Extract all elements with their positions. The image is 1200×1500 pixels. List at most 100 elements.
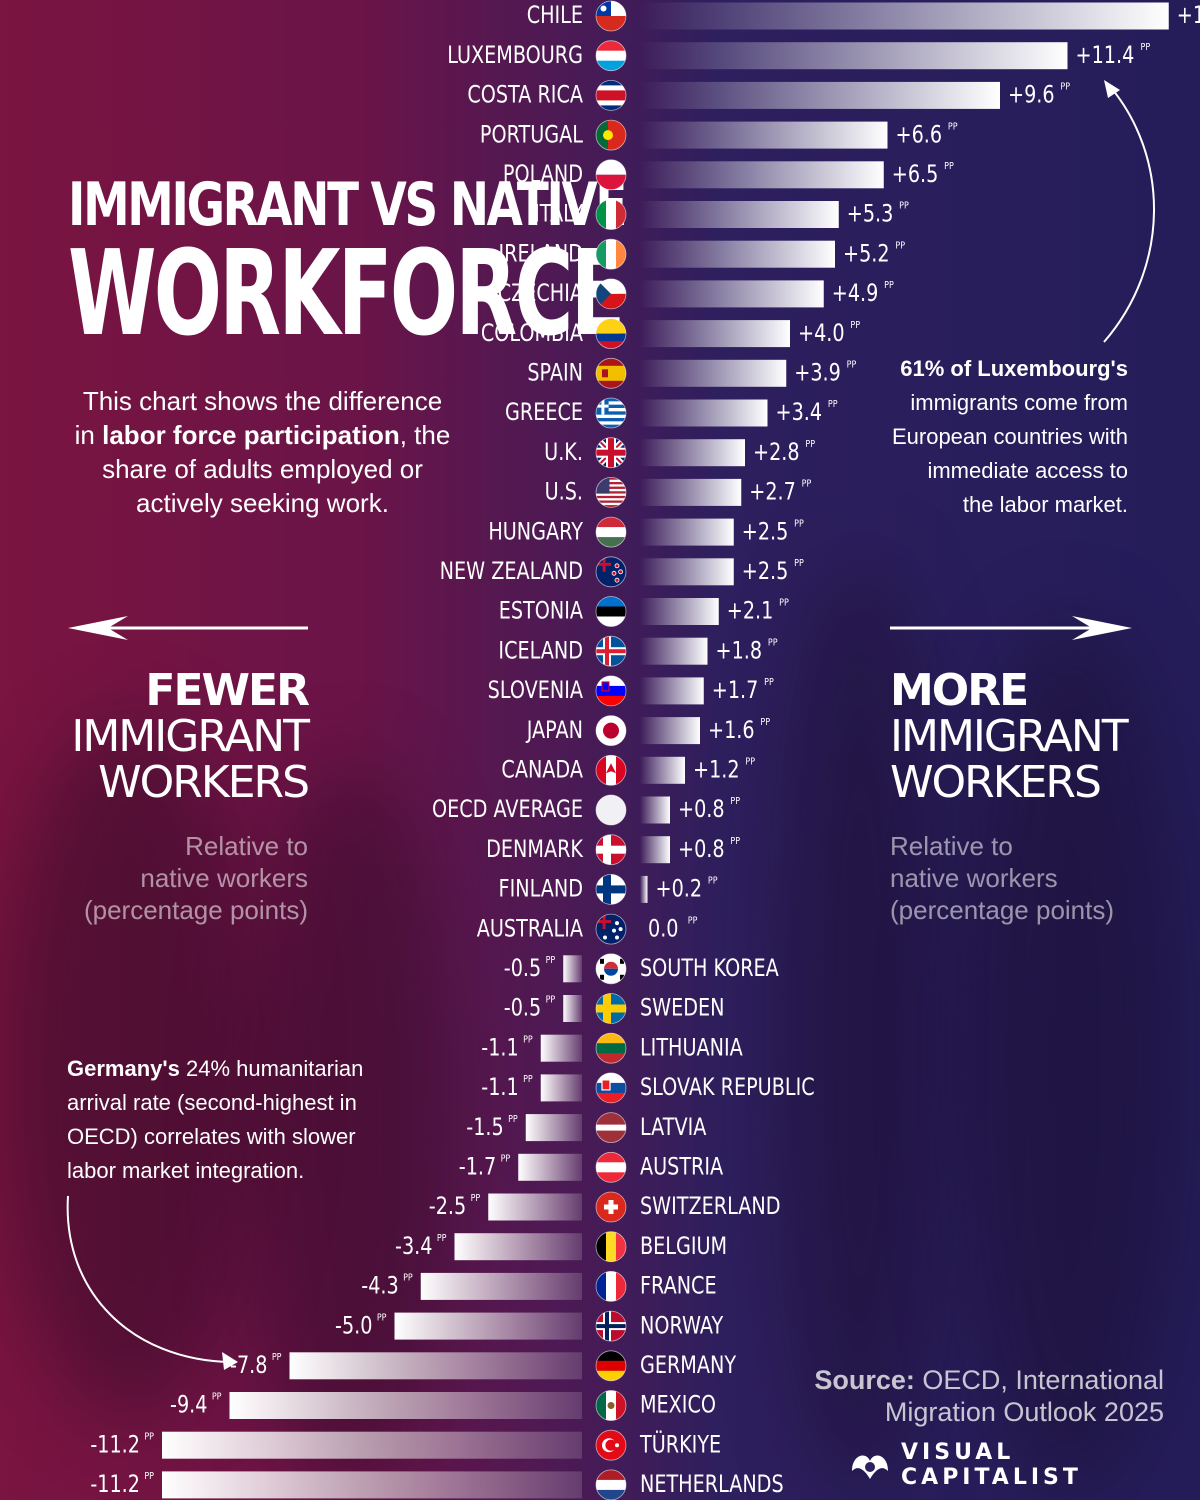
row-belgium: -3.4 PP BELGIUM [395, 1231, 727, 1263]
row-czechia: +4.9 PP CZECHIA [498, 278, 894, 310]
row-slovenia: +1.7 PP SLOVENIA [488, 675, 774, 707]
country-label-hungary: HUNGARY [488, 518, 583, 546]
value-label-netherlands: -11.2 [90, 1471, 140, 1499]
left-sub-1: Relative to [185, 831, 308, 861]
value-label-south-korea: -0.5 [504, 955, 541, 983]
left-head-2: WORKERS [98, 757, 310, 808]
row-t-rkiye: -11.2 PP TÜRKIYE [90, 1429, 721, 1461]
intro-before: This chart shows the difference in [74, 386, 443, 450]
country-label-iceland: ICELAND [498, 637, 583, 665]
flag-netherlands-icon [595, 1469, 627, 1500]
flag-germany-icon [595, 1350, 627, 1382]
value-label-slovak-republic: -1.1 [481, 1074, 518, 1102]
country-label-netherlands: NETHERLANDS [640, 1471, 784, 1499]
country-label-sweden: SWEDEN [640, 995, 725, 1023]
value-label-canada: +1.2 [693, 756, 740, 784]
row-mexico: -9.4 PP MEXICO [170, 1390, 716, 1421]
value-label-japan: +1.6 [708, 717, 755, 745]
bar-mexico [229, 1392, 582, 1419]
flag-portugal-icon [595, 119, 627, 151]
country-label-denmark: DENMARK [486, 836, 584, 864]
country-label-greece: GREECE [505, 399, 583, 427]
ger-anno-bold: Germany's [67, 1056, 180, 1081]
flag-norway-icon [595, 1310, 627, 1342]
value-label-poland: +6.5 [892, 161, 939, 189]
value-label-new-zealand: +2.5 [742, 558, 789, 586]
unit-czechia: PP [884, 280, 894, 291]
unit-slovenia: PP [764, 677, 774, 688]
unit-colombia: PP [850, 320, 860, 331]
row-norway: -5.0 PP NORWAY [335, 1310, 724, 1342]
lux-anno-line5: the labor market. [962, 492, 1128, 517]
row-poland: +6.5 PP POLAND [503, 159, 954, 191]
bar-colombia [640, 320, 790, 348]
unit-new-zealand: PP [794, 558, 804, 569]
row-france: -4.3 PP FRANCE [361, 1271, 717, 1302]
source-text: OECD, International [922, 1365, 1164, 1395]
bar-estonia [640, 598, 719, 625]
row-finland: +0.2 PP FINLAND [499, 874, 718, 905]
row-japan: +1.6 PP JAPAN [525, 715, 771, 746]
flag-italy-icon [595, 199, 627, 230]
unit-hungary: PP [794, 519, 804, 530]
unit-t-rkiye: PP [144, 1432, 154, 1443]
row-u-k: +2.8 PP U.K. [544, 437, 816, 469]
right-head-1: IMMIGRANT [890, 711, 1129, 762]
bar-new-zealand [640, 558, 734, 586]
flag-finland-icon [595, 874, 627, 905]
unit-slovak-republic: PP [523, 1074, 533, 1085]
bar-greece [640, 399, 768, 427]
bars-group: +14.1PPCHILE+11.4PPLUXEMBOURG+9.6PPCOSTA… [90, 0, 1200, 1500]
flag-luxembourg-icon [595, 40, 627, 72]
bar-costa-rica [640, 81, 1000, 109]
right-arrow-icon [890, 616, 1132, 640]
value-label-sweden: -0.5 [504, 995, 541, 1023]
value-label-estonia: +2.1 [727, 598, 774, 626]
flag-ireland-icon [595, 238, 627, 270]
flag-australia-icon [595, 913, 627, 945]
value-label-finland: +0.2 [656, 876, 703, 904]
source-label: Source: [814, 1365, 915, 1395]
bar-sweden [563, 995, 582, 1022]
bar-oecd-average [640, 796, 670, 824]
value-label-latvia: -1.5 [466, 1114, 503, 1142]
flag-lithuania-icon [595, 1032, 627, 1064]
value-label-u-s: +2.7 [749, 479, 796, 507]
unit-mexico: PP [212, 1392, 222, 1403]
bar-japan [640, 717, 700, 745]
luxembourg-pointer-arrow-icon [1103, 80, 1155, 343]
row-lithuania: -1.1 PP LITHUANIA [481, 1032, 743, 1064]
unit-japan: PP [760, 717, 770, 728]
unit-australia: PP [688, 916, 698, 927]
lux-anno-line3: European countries with [891, 424, 1128, 449]
intro-after: , the share of adults employed or active… [102, 420, 451, 518]
left-head-bold: FEWER [145, 665, 310, 716]
unit-oecd-average: PP [730, 796, 740, 807]
row-australia: 0.0 PP AUSTRALIA [477, 913, 698, 945]
bar-france [420, 1272, 582, 1300]
row-colombia: +4.0 PP COLOMBIA [481, 318, 861, 350]
flag-costa-rica-icon [595, 80, 627, 111]
silhouette-left [0, 720, 260, 1420]
germany-annotation: Germany's 24% humanitarian arrival rate … [67, 1052, 363, 1188]
value-label-italy: +5.3 [847, 201, 894, 229]
country-label-finland: FINLAND [499, 876, 583, 904]
country-label-lithuania: LITHUANIA [640, 1034, 743, 1062]
unit-estonia: PP [779, 598, 789, 609]
unit-france: PP [403, 1273, 413, 1284]
brand-name: VISUAL CAPITALIST [901, 1440, 1082, 1490]
row-greece: +3.4 PP GREECE [505, 397, 838, 429]
row-portugal: +6.6 PP PORTUGAL [480, 119, 958, 151]
bar-austria [518, 1153, 582, 1181]
bar-finland [640, 875, 648, 903]
unit-lithuania: PP [523, 1035, 533, 1046]
right-panel-subtitle: Relative to native workers (percentage p… [890, 830, 1114, 926]
bar-belgium [454, 1233, 582, 1261]
country-label-austria: AUSTRIA [640, 1153, 723, 1181]
visual-capitalist-logo-icon [852, 1455, 888, 1479]
lux-anno-line2: immigrants come from [910, 390, 1128, 415]
left-sub-3: (percentage points) [83, 895, 308, 925]
bar-iceland [640, 637, 708, 665]
lux-anno-bold: 61% of Luxembourg's [900, 356, 1128, 381]
